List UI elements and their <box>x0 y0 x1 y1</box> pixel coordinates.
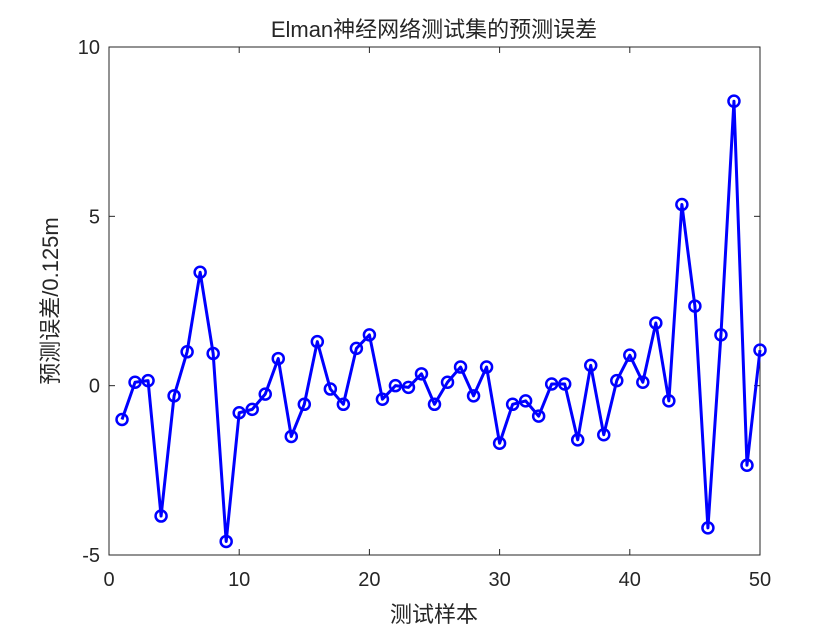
x-tick-label: 30 <box>488 569 510 591</box>
data-point <box>336 397 351 412</box>
data-point <box>219 534 233 549</box>
data-point <box>479 360 494 374</box>
data-point <box>623 348 637 362</box>
data-point <box>427 397 442 412</box>
series-line <box>120 99 762 543</box>
data-point <box>232 406 246 420</box>
data-point <box>414 367 429 381</box>
data-point <box>401 380 416 395</box>
plot-area <box>108 46 761 556</box>
data-point <box>636 375 650 390</box>
data-point <box>531 409 546 423</box>
data-point <box>245 402 259 417</box>
axis-ticks <box>108 46 761 556</box>
data-point <box>388 378 403 393</box>
data-point <box>193 265 207 279</box>
data-point <box>115 412 129 427</box>
data-point <box>727 94 741 108</box>
y-tick-label: 10 <box>78 37 100 59</box>
data-point <box>518 394 533 408</box>
data-point <box>453 360 468 374</box>
data-point <box>597 428 611 442</box>
x-tick-label: 10 <box>228 569 250 591</box>
data-point <box>714 328 728 342</box>
y-axis-label: 预测误差/0.125m <box>38 217 63 385</box>
data-point <box>610 373 624 388</box>
x-axis-label: 测试样本 <box>390 602 478 627</box>
data-point <box>544 377 559 391</box>
y-tick-label: 0 <box>89 376 100 398</box>
data-point <box>284 429 299 444</box>
data-point <box>323 382 338 396</box>
x-tick-label: 20 <box>358 569 380 591</box>
data-point <box>258 387 272 401</box>
data-point <box>297 397 312 412</box>
y-tick-label: -5 <box>82 545 100 567</box>
data-point <box>466 389 481 403</box>
data-point <box>141 373 155 388</box>
data-series <box>115 94 767 549</box>
data-point <box>570 433 585 447</box>
data-point <box>128 375 142 390</box>
data-point <box>688 299 702 313</box>
data-point <box>167 389 181 403</box>
data-point <box>440 375 455 390</box>
data-point <box>740 458 754 473</box>
chart-title: Elman神经网络测试集的预测误差 <box>271 17 597 42</box>
data-point <box>701 521 715 535</box>
data-point <box>675 197 689 212</box>
data-point <box>362 328 377 342</box>
x-tick-label: 0 <box>103 569 114 591</box>
x-tick-label: 40 <box>619 569 641 591</box>
data-point <box>557 377 572 391</box>
data-point <box>662 394 676 408</box>
data-point <box>349 341 364 356</box>
data-point <box>206 346 220 361</box>
data-point <box>375 392 390 406</box>
data-point <box>154 509 168 523</box>
data-point <box>753 343 767 357</box>
data-point <box>492 436 507 450</box>
data-point <box>505 397 520 412</box>
x-tick-label: 50 <box>749 569 771 591</box>
data-point <box>310 334 325 349</box>
data-point <box>649 316 663 330</box>
y-tick-label: 5 <box>89 206 100 228</box>
data-point <box>180 345 194 359</box>
data-point <box>271 351 286 366</box>
data-point <box>583 358 598 373</box>
